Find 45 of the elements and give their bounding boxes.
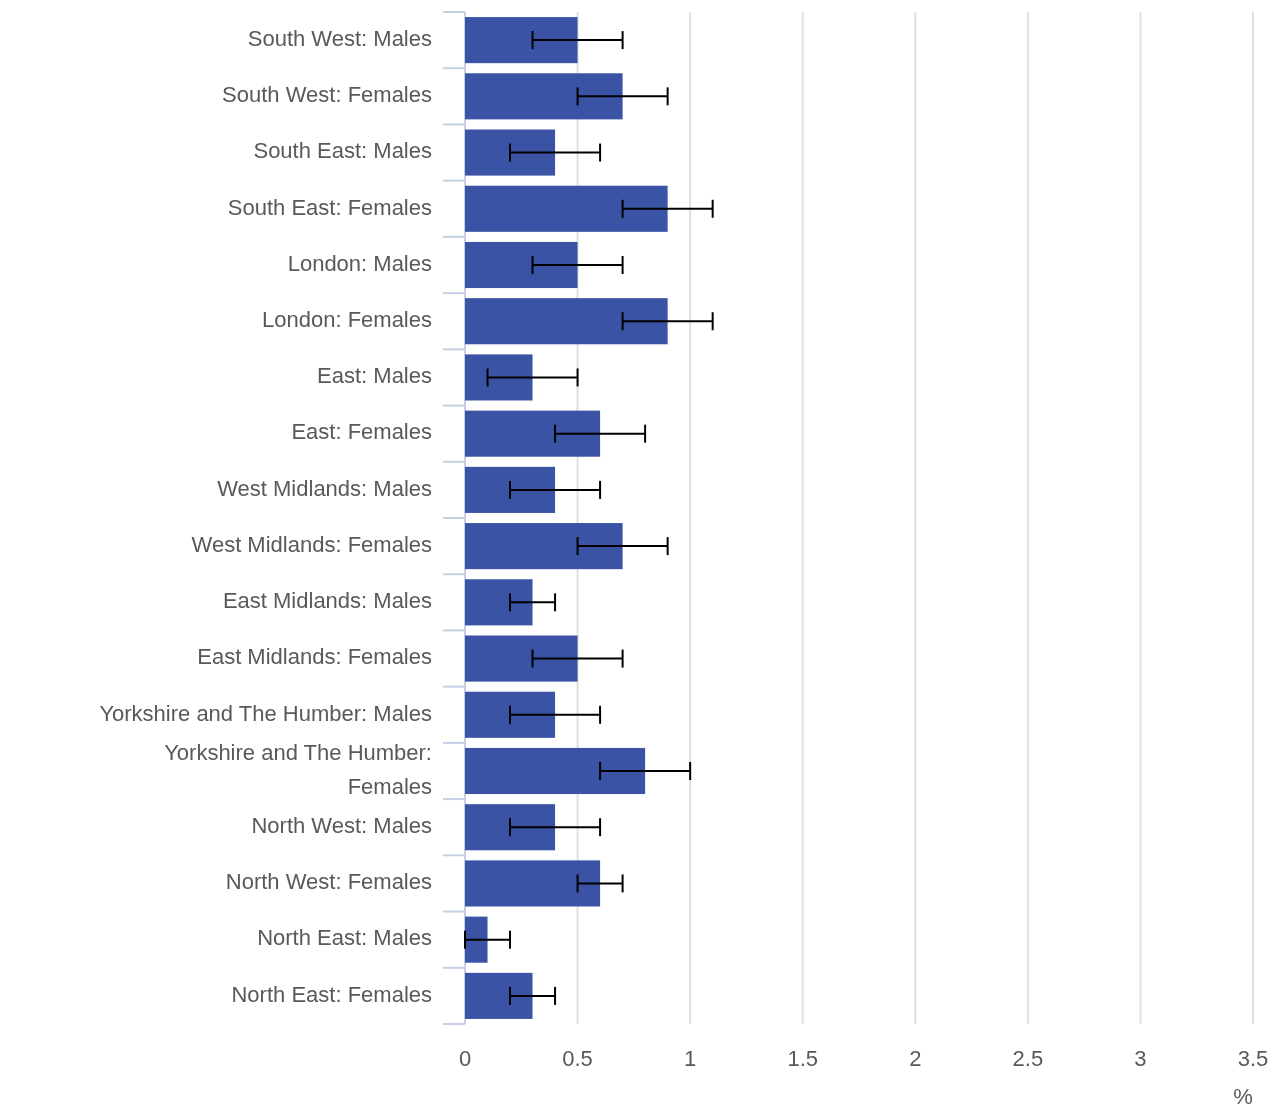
y-tick-label: London: Females: [262, 307, 432, 333]
y-tick-label: North East: Females: [231, 981, 432, 1007]
bar: [465, 916, 488, 963]
bar: [465, 804, 556, 851]
bar: [465, 747, 646, 795]
bar: [465, 73, 623, 120]
x-tick-label: 2: [909, 1046, 922, 1071]
y-tick-label: East: Females: [291, 419, 432, 445]
x-tick-label: 3.5: [1237, 1046, 1269, 1071]
y-tick-label: West Midlands: Males: [217, 475, 432, 501]
y-tick-label: East Midlands: Males: [222, 588, 432, 614]
bar: [465, 691, 556, 738]
x-tick-label: 0: [458, 1046, 472, 1071]
y-tick-label: East Midlands: Females: [197, 644, 432, 670]
y-tick-label: Yorkshire and The Humber: Females: [164, 739, 432, 799]
y-tick-label: South West: Females: [222, 82, 432, 108]
bar: [465, 185, 668, 232]
bar: [465, 17, 578, 64]
bar: [465, 354, 533, 401]
bar: [465, 129, 556, 176]
y-tick-label: South East: Females: [227, 194, 432, 220]
y-tick-label: North East: Males: [257, 925, 432, 951]
bar: [465, 972, 533, 1019]
x-tick-label: 2.5: [1012, 1046, 1044, 1071]
x-tick-label: 1: [684, 1046, 697, 1071]
bar: [465, 635, 578, 682]
bar: [465, 860, 601, 907]
x-tick-label: 1.5: [787, 1046, 819, 1071]
y-tick-label: Yorkshire and The Humber: Males: [99, 700, 432, 726]
x-tick-label: 3: [1134, 1046, 1147, 1071]
bar: [465, 466, 556, 513]
y-tick-label: London: Males: [287, 250, 432, 276]
y-tick-label: North West: Males: [251, 813, 432, 839]
y-tick-label: North West: Females: [225, 869, 432, 895]
x-axis-title: %: [1233, 1084, 1253, 1109]
bar: [465, 410, 601, 457]
bar: [465, 579, 533, 626]
y-tick-label: East: Males: [317, 363, 432, 389]
y-tick-label: West Midlands: Females: [191, 531, 432, 557]
y-tick-label: South West: Males: [247, 25, 432, 51]
x-tick-label: 0.5: [562, 1046, 593, 1071]
bar: [465, 298, 668, 345]
bar: [465, 241, 578, 289]
y-tick-label: South East: Males: [253, 138, 432, 164]
bar: [465, 523, 623, 570]
